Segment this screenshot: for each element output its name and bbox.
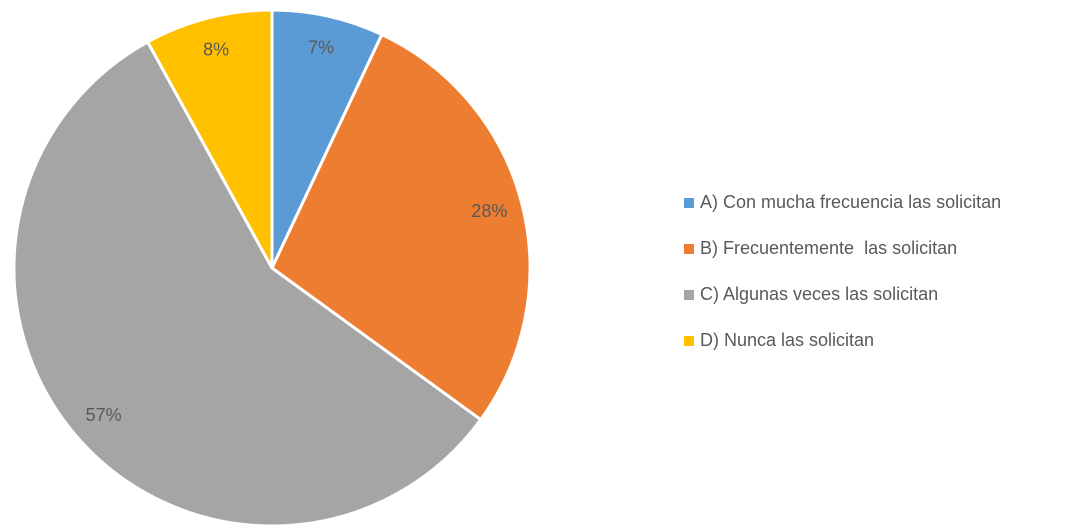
legend-label: B) Frecuentemente las solicitan — [700, 238, 957, 258]
legend-label: A) Con mucha frecuencia las solicitan — [700, 192, 1001, 212]
legend-label: D) Nunca las solicitan — [700, 330, 874, 350]
data-label: 7% — [308, 38, 334, 58]
legend-swatch — [684, 244, 694, 254]
legend-swatch — [684, 198, 694, 208]
legend-swatch — [684, 336, 694, 346]
data-label: 8% — [203, 39, 229, 59]
pie-slice — [270, 8, 384, 269]
pie-slice — [145, 8, 274, 269]
data-label: 57% — [86, 405, 122, 425]
legend-swatch — [684, 290, 694, 300]
pie-slice — [12, 39, 483, 525]
data-label: 28% — [471, 201, 507, 221]
legend-label: C) Algunas veces las solicitan — [700, 284, 938, 304]
pie-slice — [270, 32, 532, 422]
